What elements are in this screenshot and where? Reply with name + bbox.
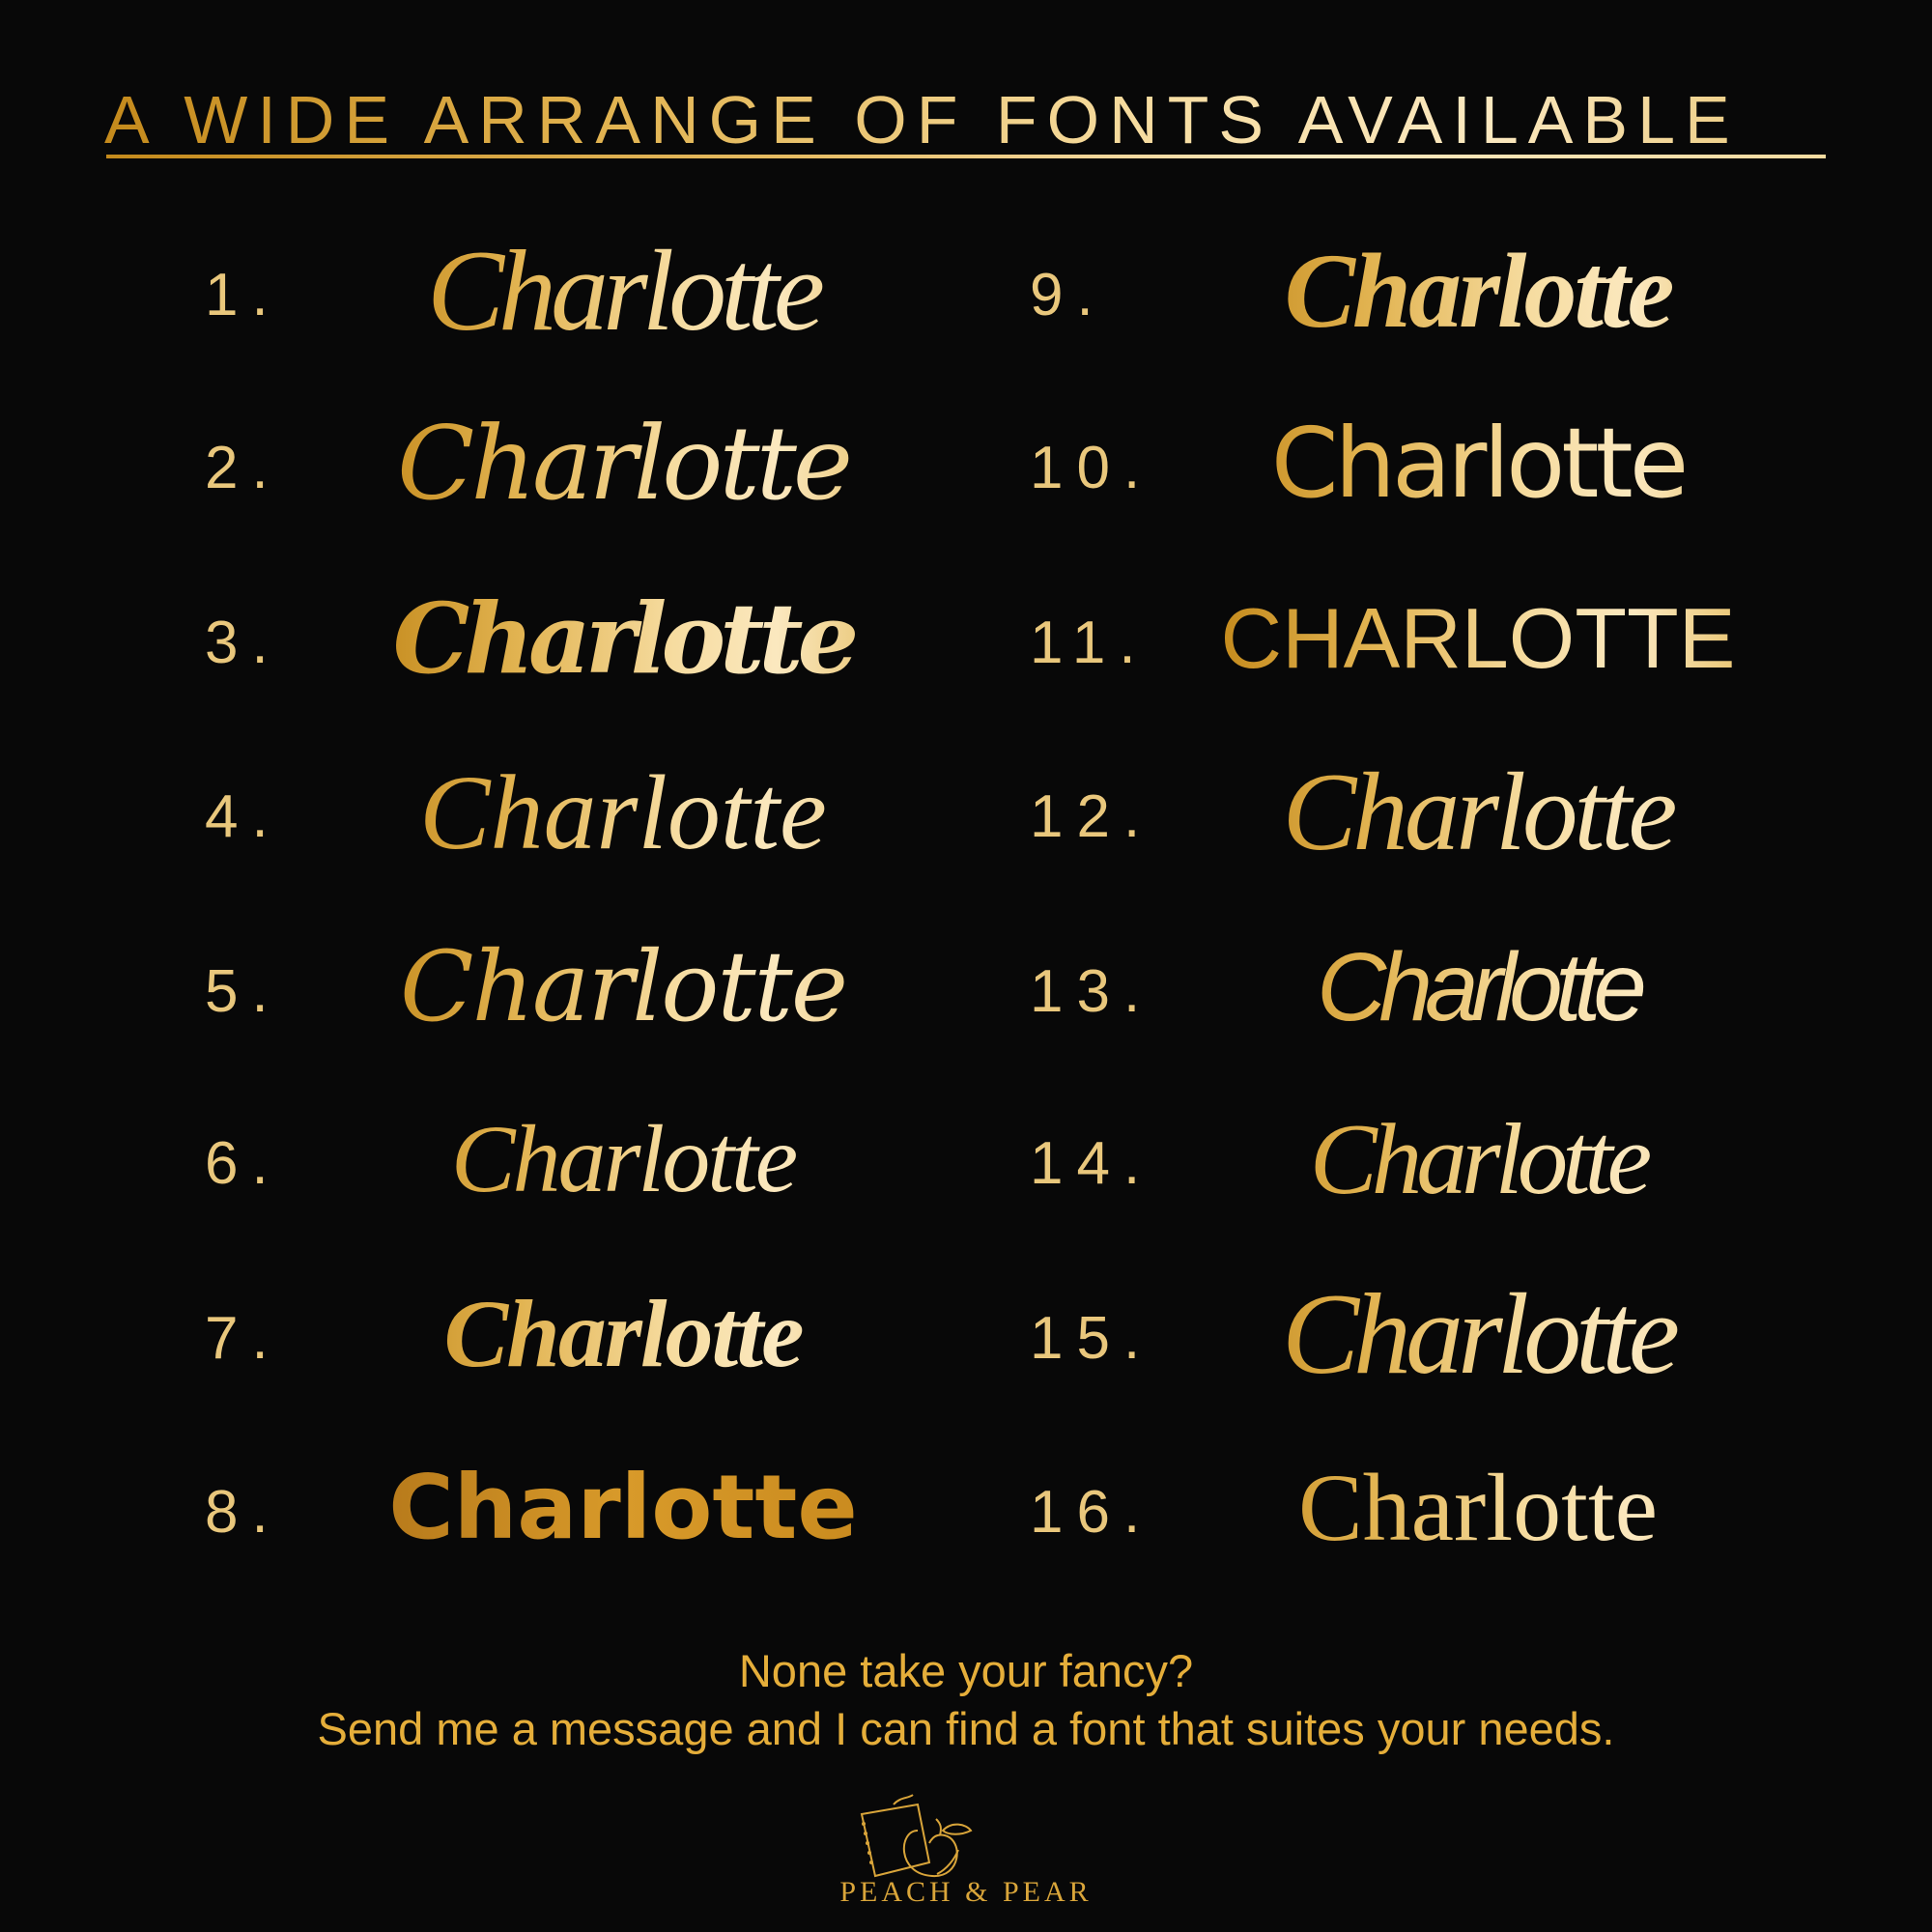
font-sample-5: Charlotte	[367, 924, 879, 1050]
font-sample-3: Charlotte	[367, 576, 879, 701]
font-sample-1: Charlotte	[367, 228, 879, 354]
footer-line-1: None take your fancy?	[738, 1645, 1194, 1696]
font-number: 11.	[1030, 610, 1150, 676]
font-sample-10: Charlotte	[1217, 401, 1739, 526]
font-number: 14.	[1030, 1130, 1154, 1197]
font-number: 3.	[205, 610, 282, 676]
font-sample-11: CHARLOTTE	[1217, 576, 1739, 701]
page-title: A WIDE ARRANGE OF FONTS AVAILABLE	[104, 79, 1833, 160]
font-sample-14: Charlotte	[1217, 1096, 1739, 1222]
font-sample-13: Charlotte	[1217, 924, 1739, 1050]
peach-notebook-logo-icon	[860, 1794, 973, 1878]
font-number: 15.	[1030, 1305, 1154, 1372]
footer-message: None take your fancy? Send me a message …	[0, 1642, 1932, 1758]
font-number: 12.	[1030, 783, 1154, 850]
font-number: 9.	[1030, 262, 1107, 328]
font-sample-15: Charlotte	[1217, 1271, 1739, 1397]
font-sample-12: Charlotte	[1217, 750, 1739, 875]
font-number: 10.	[1030, 435, 1154, 501]
font-number: 7.	[205, 1305, 282, 1372]
font-sample-16: Charlotte	[1217, 1445, 1739, 1571]
font-number: 13.	[1030, 958, 1154, 1025]
font-number: 1.	[205, 262, 282, 328]
font-sample-4: Charlotte	[367, 750, 879, 875]
font-sample-9: Charlotte	[1217, 228, 1739, 354]
font-number: 2.	[205, 435, 282, 501]
title-underline	[106, 155, 1826, 158]
font-sample-8: Charlotte	[367, 1445, 879, 1571]
brand-name: PEACH & PEAR	[839, 1876, 1093, 1908]
font-number: 5.	[205, 958, 282, 1025]
font-sample-2: Charlotte	[367, 401, 879, 526]
font-number: 16.	[1030, 1479, 1154, 1546]
font-number: 8.	[205, 1479, 282, 1546]
font-sample-7: Charlotte	[367, 1271, 879, 1397]
font-number: 4.	[205, 783, 282, 850]
footer-line-2: Send me a message and I can find a font …	[317, 1703, 1615, 1754]
font-sample-6: Charlotte	[367, 1096, 879, 1222]
font-number: 6.	[205, 1130, 282, 1197]
